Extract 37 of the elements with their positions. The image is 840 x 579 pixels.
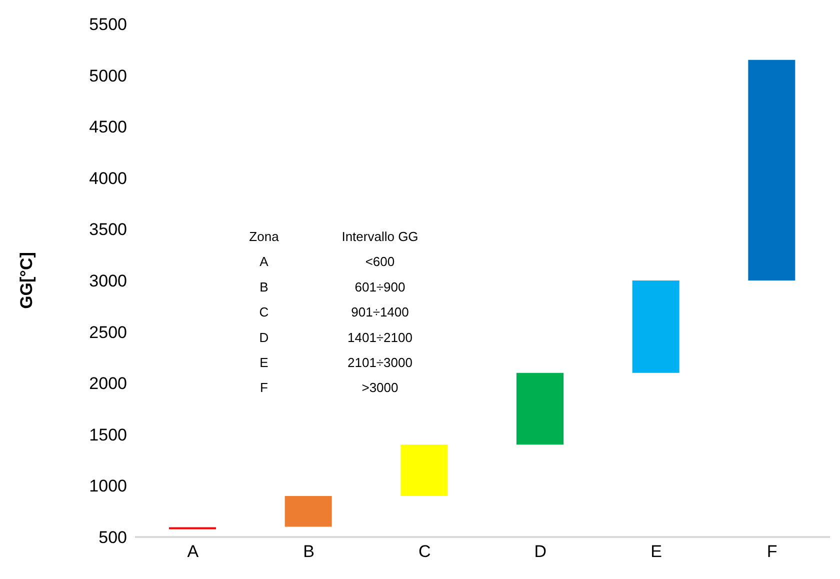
text: <600 <box>365 254 395 270</box>
text: 1401÷2100 <box>348 330 412 345</box>
bar <box>632 280 680 373</box>
y-axis-title: GG[°C] <box>17 252 36 309</box>
text: B <box>260 279 268 294</box>
text: 2101÷3000 <box>348 355 412 370</box>
bar <box>284 496 332 527</box>
text: Zona <box>249 229 279 244</box>
x-tick-label: D <box>534 542 547 562</box>
x-tick-label: E <box>650 542 662 562</box>
text: C <box>259 304 269 320</box>
x-tick-label: A <box>187 542 200 562</box>
y-tick-label: 2500 <box>89 322 127 342</box>
y-tick-label: 1000 <box>89 476 127 496</box>
text: D <box>259 330 269 345</box>
bar <box>748 60 796 280</box>
y-tick-label: 3500 <box>89 220 127 240</box>
text: A <box>260 254 268 270</box>
x-tick-label: F <box>766 542 778 562</box>
bar <box>400 444 448 496</box>
y-tick-label: 500 <box>98 528 127 548</box>
y-tick-label: 5000 <box>89 66 127 86</box>
text: >3000 <box>362 380 398 396</box>
y-tick-label: 3000 <box>89 272 127 291</box>
bar <box>516 372 564 445</box>
text: Intervallo GG <box>342 229 418 244</box>
y-tick-label: 1500 <box>89 425 127 444</box>
y-tick-label: 4000 <box>89 168 127 188</box>
y-tick-label: 4500 <box>89 118 127 137</box>
y-tick-label: 5500 <box>89 15 127 34</box>
x-tick-label: B <box>303 542 314 562</box>
text: E <box>260 355 268 370</box>
text: F <box>260 380 268 396</box>
y-tick-label: 2000 <box>89 374 127 394</box>
x-tick-label: C <box>418 542 431 562</box>
text: 601÷900 <box>354 279 406 294</box>
text: 901÷1400 <box>351 304 409 320</box>
